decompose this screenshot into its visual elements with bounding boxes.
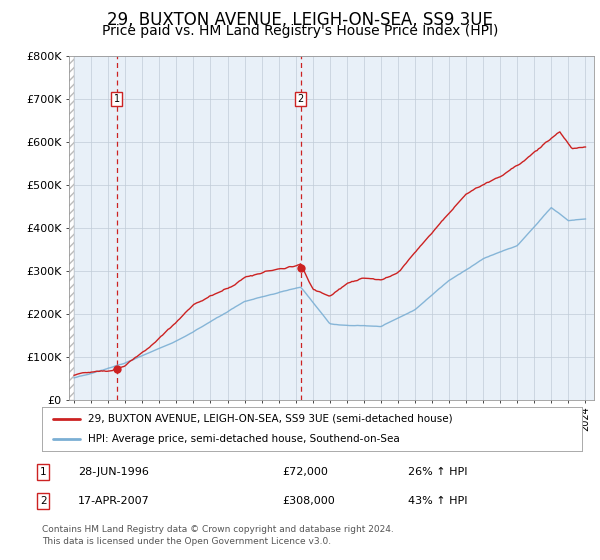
- Text: 28-JUN-1996: 28-JUN-1996: [78, 467, 149, 477]
- Text: Contains HM Land Registry data © Crown copyright and database right 2024.
This d: Contains HM Land Registry data © Crown c…: [42, 525, 394, 546]
- Text: 29, BUXTON AVENUE, LEIGH-ON-SEA, SS9 3UE: 29, BUXTON AVENUE, LEIGH-ON-SEA, SS9 3UE: [107, 11, 493, 29]
- Text: £308,000: £308,000: [282, 496, 335, 506]
- Text: £72,000: £72,000: [282, 467, 328, 477]
- Text: 29, BUXTON AVENUE, LEIGH-ON-SEA, SS9 3UE (semi-detached house): 29, BUXTON AVENUE, LEIGH-ON-SEA, SS9 3UE…: [88, 414, 452, 424]
- Text: 26% ↑ HPI: 26% ↑ HPI: [408, 467, 467, 477]
- Text: 43% ↑ HPI: 43% ↑ HPI: [408, 496, 467, 506]
- Text: 2: 2: [298, 94, 304, 104]
- Text: HPI: Average price, semi-detached house, Southend-on-Sea: HPI: Average price, semi-detached house,…: [88, 434, 400, 444]
- Text: 1: 1: [40, 467, 47, 477]
- Text: 2: 2: [40, 496, 47, 506]
- Text: 17-APR-2007: 17-APR-2007: [78, 496, 150, 506]
- Polygon shape: [69, 56, 74, 400]
- Text: Price paid vs. HM Land Registry's House Price Index (HPI): Price paid vs. HM Land Registry's House …: [102, 24, 498, 38]
- Text: 1: 1: [113, 94, 119, 104]
